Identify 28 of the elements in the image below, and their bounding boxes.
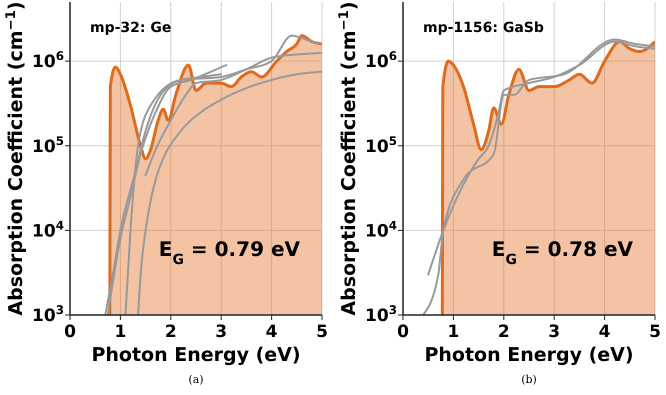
y-tick-label: 10$^{3}$: [32, 303, 64, 326]
x-tick-label: 1: [114, 322, 126, 342]
annotation: E$_{G}$ = 0.78 eV: [492, 236, 634, 268]
y-tick-label: 10$^{4}$: [32, 218, 64, 242]
text: mp-1156: GaSb: [423, 20, 544, 36]
annotation: E$_{G}$ = 0.79 eV: [158, 236, 301, 268]
x-tick-label: 4: [266, 322, 278, 342]
text: (b): [521, 373, 537, 386]
y-tick-label: 10$^{4}$: [365, 218, 397, 242]
x-tick-label: 5: [649, 322, 661, 342]
y-tick-label: 10$^{6}$: [32, 49, 64, 72]
x-tick-label: 1: [447, 322, 460, 342]
text: (a): [188, 373, 204, 386]
x-tick-label: 0: [397, 322, 410, 342]
y-tick-label: 10$^{6}$: [365, 49, 397, 72]
x-tick-label: 3: [215, 322, 228, 342]
x-tick-label: 2: [164, 322, 177, 342]
x-axis-title: Photon Energy (eV): [91, 344, 301, 366]
y-tick-label: 10$^{5}$: [365, 134, 397, 157]
x-tick-label: 3: [548, 322, 560, 342]
y-tick-label: 10$^{3}$: [365, 303, 397, 326]
x-axis-title: Photon Energy (eV): [424, 344, 634, 366]
x-tick-label: 5: [316, 322, 328, 342]
x-tick-label: 2: [498, 322, 510, 342]
text: mp-32: Ge: [90, 20, 172, 36]
x-tick-label: 0: [64, 322, 76, 342]
x-tick-label: 4: [598, 322, 611, 342]
y-tick-label: 10$^{5}$: [32, 134, 64, 157]
